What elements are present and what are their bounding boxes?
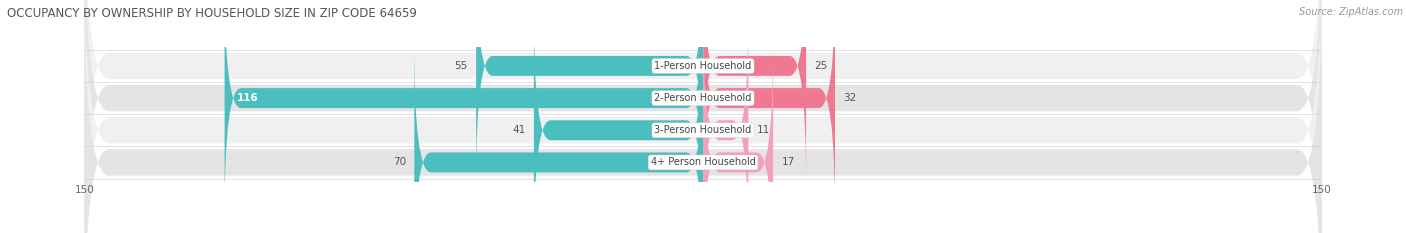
Text: 116: 116	[238, 93, 259, 103]
FancyBboxPatch shape	[703, 11, 748, 233]
FancyBboxPatch shape	[703, 44, 773, 233]
FancyBboxPatch shape	[534, 11, 703, 233]
FancyBboxPatch shape	[84, 0, 1322, 233]
Text: 1-Person Household: 1-Person Household	[654, 61, 752, 71]
Text: 2-Person Household: 2-Person Household	[654, 93, 752, 103]
FancyBboxPatch shape	[703, 0, 806, 185]
Text: 11: 11	[756, 125, 770, 135]
Text: Source: ZipAtlas.com: Source: ZipAtlas.com	[1299, 7, 1403, 17]
FancyBboxPatch shape	[84, 0, 1322, 233]
Text: OCCUPANCY BY OWNERSHIP BY HOUSEHOLD SIZE IN ZIP CODE 64659: OCCUPANCY BY OWNERSHIP BY HOUSEHOLD SIZE…	[7, 7, 418, 20]
Text: 3-Person Household: 3-Person Household	[654, 125, 752, 135]
Text: 70: 70	[392, 158, 406, 168]
Text: 25: 25	[814, 61, 828, 71]
FancyBboxPatch shape	[703, 0, 835, 217]
Text: 32: 32	[844, 93, 856, 103]
FancyBboxPatch shape	[225, 0, 703, 217]
Text: 4+ Person Household: 4+ Person Household	[651, 158, 755, 168]
FancyBboxPatch shape	[84, 0, 1322, 233]
Text: 17: 17	[782, 158, 794, 168]
FancyBboxPatch shape	[84, 0, 1322, 233]
FancyBboxPatch shape	[415, 44, 703, 233]
Text: 55: 55	[454, 61, 468, 71]
FancyBboxPatch shape	[477, 0, 703, 185]
Text: 41: 41	[512, 125, 526, 135]
